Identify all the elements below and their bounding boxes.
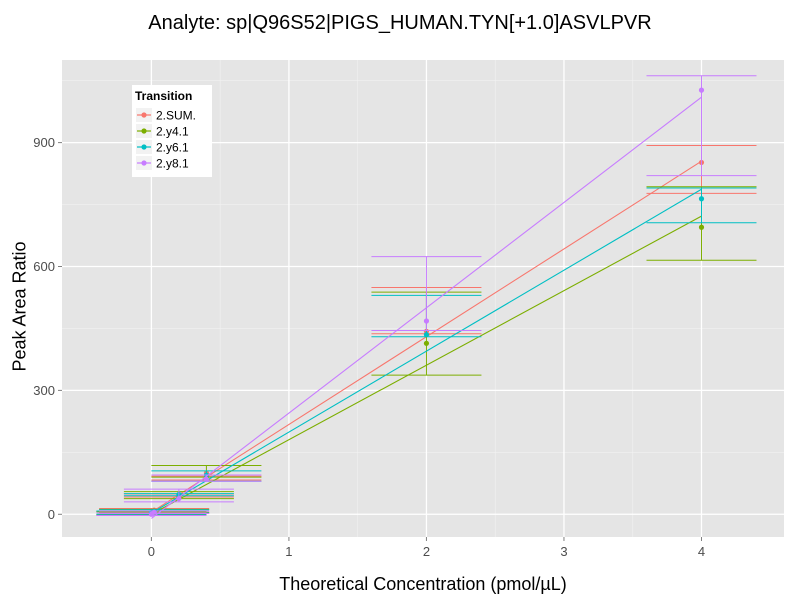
data-layer (96, 75, 757, 519)
y-tick-label: 300 (33, 383, 55, 398)
legend-key-point (141, 160, 147, 166)
data-point (698, 224, 705, 230)
x-tick-label: 3 (560, 544, 567, 559)
legend-item: 2.y6.1 (136, 140, 189, 155)
legend-key-point (141, 144, 147, 150)
fit-line (151, 215, 702, 515)
legend-item: 2.y4.1 (136, 124, 189, 139)
data-point (151, 509, 157, 515)
y-tick-label: 0 (48, 507, 55, 522)
legend-item: 2.SUM. (136, 108, 196, 123)
x-tick-label: 4 (698, 544, 705, 559)
legend-title: Transition (135, 89, 192, 103)
data-point (423, 340, 430, 346)
data-point (423, 332, 430, 338)
series-2.y8.1 (96, 75, 757, 519)
x-tick-label: 1 (285, 544, 292, 559)
x-tick-label: 0 (148, 544, 155, 559)
x-axis-label: Theoretical Concentration (pmol/µL) (279, 574, 567, 594)
fit-line (151, 96, 702, 519)
chart-title: Analyte: sp|Q96S52|PIGS_HUMAN.TYN[+1.0]A… (148, 12, 652, 34)
data-point (698, 196, 705, 202)
axis-layer: 0 1 2 3 4 0 300 600 900 (33, 135, 705, 559)
data-point (423, 318, 430, 324)
y-tick-label: 900 (33, 135, 55, 150)
data-point (176, 495, 182, 502)
y-axis-label: Peak Area Ratio (9, 241, 30, 372)
fit-line (151, 188, 702, 514)
legend-label: 2.y6.1 (156, 141, 189, 155)
y-tick-label: 600 (33, 259, 55, 274)
legend-key-point (141, 112, 147, 118)
legend-label: 2.SUM. (156, 109, 196, 123)
data-point (698, 87, 705, 93)
x-tick-label: 2 (423, 544, 430, 559)
legend-key-point (141, 128, 147, 134)
legend-item: 2.y8.1 (136, 156, 189, 171)
legend: Transition 2.SUM. 2.y4.1 2.y6.1 2.y8.1 (132, 85, 212, 177)
data-point (203, 476, 209, 482)
legend-label: 2.y8.1 (156, 157, 189, 171)
legend-label: 2.y4.1 (156, 125, 189, 139)
